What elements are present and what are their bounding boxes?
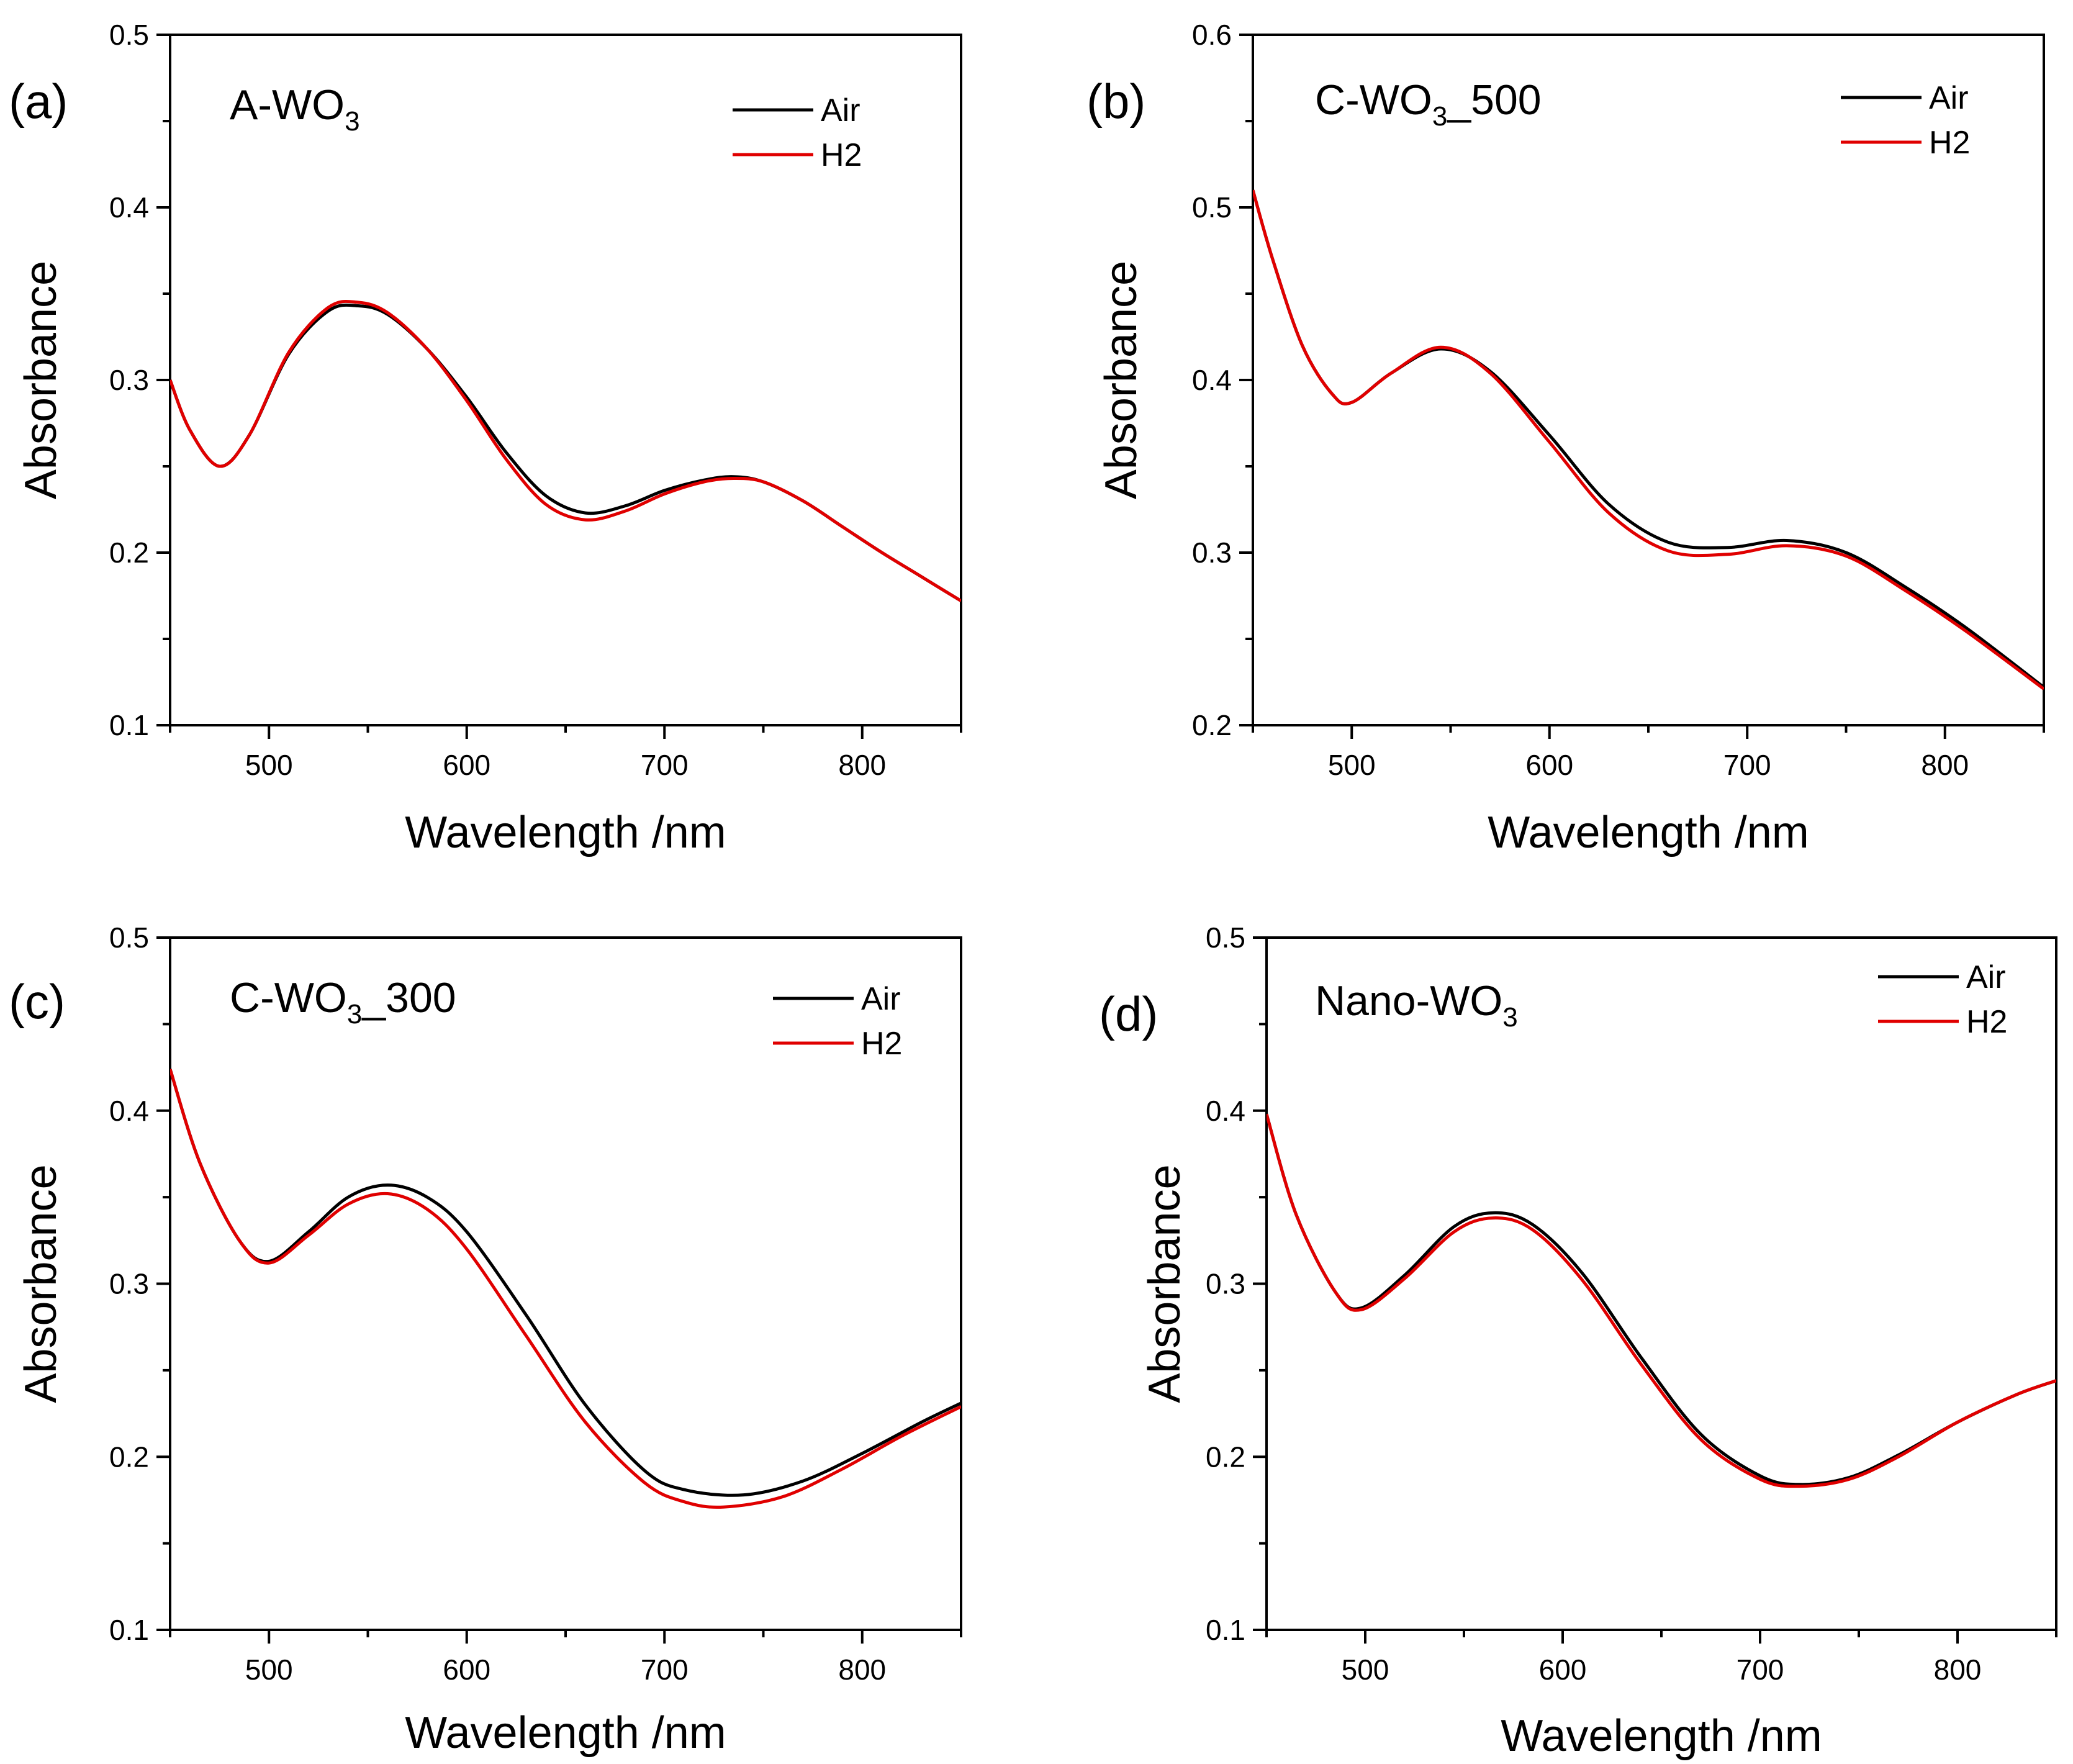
legend: Air H2 (773, 981, 902, 1062)
legend-label-air: Air (821, 93, 860, 129)
y-tick-label: 0.5 (1192, 191, 1232, 224)
sample-title-suffix: _300 (361, 974, 456, 1021)
y-tick-label: 0.3 (1192, 536, 1232, 569)
sample-title-main: C-WO (230, 974, 347, 1021)
x-axis-label: Wavelength /nm (405, 1708, 726, 1758)
plot-frame (1252, 34, 2045, 726)
panel-d: 500 600 700 800 0.1 0.2 0.3 0.4 0.5 Wavelength /n… (1099, 921, 2057, 1761)
y-axis-label: Absorbance (16, 261, 66, 499)
legend: Air H2 (1878, 959, 2007, 1040)
series-line-air (1267, 1113, 2056, 1486)
x-tick-label: 700 (1723, 749, 1771, 781)
series-line-h2 (1253, 189, 2044, 690)
sample-title: C-WO3_500 (1315, 76, 1542, 132)
x-tick-label: 700 (641, 749, 689, 781)
x-tick-label: 500 (1328, 749, 1376, 781)
plot-frame (169, 936, 962, 1631)
y-tick-label: 0.3 (109, 1268, 149, 1300)
x-tick-label: 600 (1539, 1653, 1587, 1686)
x-tick-label: 700 (1737, 1653, 1784, 1686)
y-tick-label: 0.2 (109, 1441, 149, 1473)
y-tick-label: 0.4 (1192, 364, 1232, 396)
series-line-h2 (1267, 1113, 2056, 1488)
x-tick-label: 700 (641, 1653, 689, 1686)
legend-label-air: Air (1966, 959, 2006, 995)
sample-title-subscript: 3 (345, 106, 359, 137)
y-tick-label: 0.1 (1206, 1614, 1245, 1646)
sample-title-subscript: 3 (1432, 101, 1447, 132)
y-axis-label: Absorbance (16, 1164, 66, 1403)
y-axis-label: Absorbance (1096, 261, 1146, 499)
y-tick-label: 0.5 (1206, 921, 1245, 954)
sample-title: A-WO3 (230, 81, 360, 137)
x-tick-label: 800 (838, 749, 886, 781)
sample-title: Nano-WO3 (1315, 977, 1518, 1033)
sample-title: C-WO3_300 (230, 974, 456, 1029)
panel-label: (a) (9, 74, 68, 129)
y-tick-label: 0.4 (1206, 1095, 1245, 1127)
sample-title-subscript: 3 (347, 999, 362, 1029)
legend-label-air: Air (1929, 80, 1969, 116)
panel-label: (d) (1099, 987, 1158, 1041)
x-tick-label: 800 (1921, 749, 1969, 781)
legend-label-h2: H2 (821, 137, 862, 173)
x-tick-label: 800 (1934, 1653, 1982, 1686)
sample-title-main: A-WO (230, 81, 345, 129)
series-line-h2 (170, 299, 961, 602)
series-line-h2 (170, 1069, 961, 1509)
y-axis-label: Absorbance (1140, 1164, 1190, 1403)
legend-label-air: Air (861, 981, 901, 1017)
x-axis-label: Wavelength /nm (405, 808, 726, 857)
y-tick-label: 0.6 (1192, 19, 1232, 51)
x-axis-label: Wavelength /nm (1501, 1711, 1822, 1761)
x-axis-label: Wavelength /nm (1488, 808, 1809, 857)
y-tick-label: 0.2 (1192, 709, 1232, 741)
legend: Air H2 (1841, 80, 1970, 161)
legend-label-h2: H2 (1929, 125, 1970, 161)
series-line-air (170, 303, 961, 602)
series-line-air (1253, 189, 2044, 689)
y-tick-label: 0.3 (109, 364, 149, 396)
x-tick-label: 600 (1525, 749, 1573, 781)
y-tick-label: 0.4 (109, 1095, 149, 1127)
x-tick-label: 600 (443, 749, 490, 781)
sample-title-main: Nano-WO (1315, 977, 1502, 1024)
sample-title-suffix: _500 (1446, 76, 1541, 124)
legend-label-h2: H2 (1966, 1004, 2007, 1040)
x-tick-label: 800 (838, 1653, 886, 1686)
panel-label: (c) (9, 974, 65, 1029)
panel-label: (b) (1086, 74, 1145, 129)
legend-label-h2: H2 (861, 1026, 902, 1062)
plot-frame (1265, 936, 2057, 1631)
panel-a: 500 600 700 800 0.1 0.2 0.3 0.4 0.5 Wavelength /n… (9, 19, 962, 857)
legend: Air H2 (733, 93, 862, 173)
y-tick-label: 0.5 (109, 19, 149, 51)
sample-title-main: C-WO (1315, 76, 1432, 124)
y-tick-label: 0.1 (109, 1614, 149, 1646)
y-tick-label: 0.4 (109, 191, 149, 224)
x-tick-label: 500 (1342, 1653, 1389, 1686)
panel-c: 500 600 700 800 0.1 0.2 0.3 0.4 0.5 Wavelength /n… (9, 921, 962, 1758)
series-line-air (170, 1069, 961, 1497)
sample-title-subscript: 3 (1502, 1002, 1517, 1033)
x-tick-label: 500 (245, 749, 293, 781)
y-tick-label: 0.2 (1206, 1441, 1245, 1473)
y-tick-label: 0.2 (109, 536, 149, 569)
y-tick-label: 0.3 (1206, 1268, 1245, 1300)
panel-b: 500 600 700 800 0.2 0.3 0.4 0.5 0.6 Wavelength /n… (1086, 19, 2045, 857)
y-tick-label: 0.5 (109, 921, 149, 954)
x-tick-label: 600 (443, 1653, 490, 1686)
x-tick-label: 500 (245, 1653, 293, 1686)
y-tick-label: 0.1 (109, 709, 149, 741)
